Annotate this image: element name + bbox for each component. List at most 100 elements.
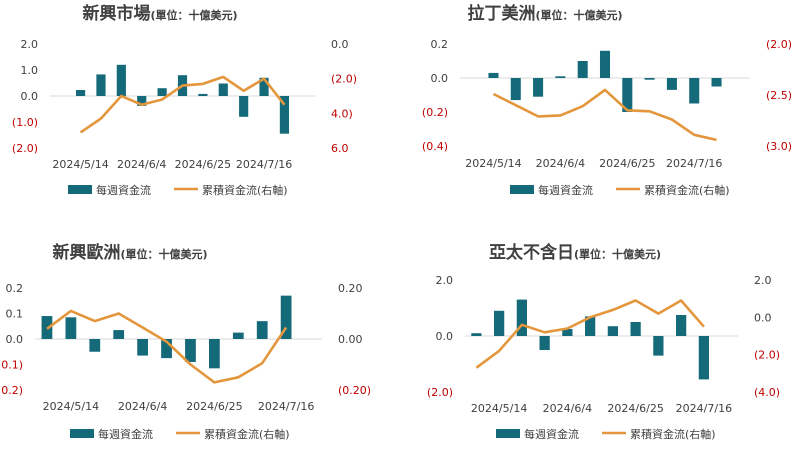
x-axis-tick-label: 2024/6/25 xyxy=(607,402,663,415)
legend-line-label: 累積資金流(右軸) xyxy=(630,427,716,441)
weekly-flow-bar xyxy=(96,74,106,96)
weekly-flow-bar xyxy=(666,78,677,90)
x-axis-tick-label: 2024/7/16 xyxy=(236,158,292,171)
chart-title-main: 拉丁美洲 xyxy=(467,3,535,24)
legend-bar-swatch xyxy=(70,429,94,438)
x-axis-tick-label: 2024/5/14 xyxy=(465,157,521,170)
weekly-flow-bar xyxy=(157,88,167,96)
x-axis-tick-label: 2024/5/14 xyxy=(43,400,99,413)
weekly-flow-bar xyxy=(75,90,86,96)
right-axis-tick-label: (2.0) xyxy=(331,73,357,86)
chart-legend: 每週資金流 累積資金流(右軸) xyxy=(68,183,288,197)
weekly-flow-bar xyxy=(711,78,722,87)
left-axis-tick-label: 0.1 xyxy=(6,308,24,321)
right-axis-tick-label: (4.0) xyxy=(754,386,780,399)
chart-emerging: 新興市場(單位：十億美元) (2.0) (1.0) 0.0 1.0 2.0 6.0 4.0) (… xyxy=(12,3,357,197)
left-axis-tick-label: (0.2) xyxy=(0,384,23,397)
weekly-flow-bar xyxy=(577,61,588,78)
weekly-flow-bar xyxy=(599,50,611,78)
x-axis-tick-label: 2024/6/4 xyxy=(543,402,592,415)
cumulative-flow-line xyxy=(492,88,717,142)
left-axis-tick-label: 0.0 xyxy=(436,330,454,343)
x-axis-tick-label: 2024/6/4 xyxy=(118,400,167,413)
legend-bar-label: 每週資金流 xyxy=(538,183,593,197)
weekly-flow-bar xyxy=(653,336,664,356)
chart-title: 亞太不含日(單位：十億美元) xyxy=(489,242,661,263)
weekly-flow-bar xyxy=(516,299,527,336)
weekly-flow-bar xyxy=(113,330,125,339)
chart-legend: 每週資金流 累積資金流(右軸) xyxy=(496,427,716,441)
right-axis-tick-label: 4.0) xyxy=(331,107,353,120)
weekly-flow-bar xyxy=(562,329,573,336)
legend-bar-label: 每週資金流 xyxy=(98,427,153,441)
right-axis-tick-label: 6.0 xyxy=(331,142,349,155)
right-axis-tick-label: 0.20 xyxy=(338,282,363,295)
left-axis-tick-label: 0.0 xyxy=(6,333,24,346)
weekly-flow-bar xyxy=(256,321,268,339)
weekly-flow-bar xyxy=(689,78,700,104)
cumulative-flow-line xyxy=(475,299,705,369)
chart-title-unit: (單位：十億美元) xyxy=(574,247,661,261)
weekly-flow-bar xyxy=(488,72,499,78)
weekly-flow-bar xyxy=(161,339,172,359)
weekly-flow-bar xyxy=(198,93,208,96)
left-axis-tick-label: (1.0) xyxy=(12,116,38,129)
chart-legend: 每週資金流 累積資金流(右軸) xyxy=(510,183,730,197)
left-axis-tick-label: 0.2 xyxy=(431,38,449,51)
chart-title: 新興歐洲(單位：十億美元) xyxy=(52,242,207,263)
weekly-flow-bar xyxy=(232,332,244,339)
weekly-flow-bar xyxy=(137,339,149,356)
legend-bar-swatch xyxy=(496,429,520,438)
legend-line-label: 累積資金流(右軸) xyxy=(202,183,288,197)
weekly-flow-bar xyxy=(555,76,566,78)
left-axis-tick-label: (0.2) xyxy=(422,106,448,119)
weekly-flow-bar xyxy=(137,96,147,106)
chart-latam: 拉丁美洲(單位：十億美元) (0.4) (0.2) 0.0 0.2 (3.0) (2.5) (… xyxy=(422,3,792,197)
weekly-flow-bar xyxy=(239,96,249,117)
weekly-flow-bar xyxy=(280,295,292,339)
left-axis-tick-label: 2.0 xyxy=(21,38,39,51)
x-axis-tick-label: 2024/6/25 xyxy=(175,158,231,171)
right-axis-tick-label: (0.20) xyxy=(338,384,371,397)
chart-title-main: 新興歐洲 xyxy=(52,242,120,263)
right-axis-tick-label: 0.0 xyxy=(331,38,349,51)
weekly-flow-bar xyxy=(539,336,550,350)
chart-legend: 每週資金流 累積資金流(右軸) xyxy=(70,427,290,441)
x-axis-tick-label: 2024/6/4 xyxy=(536,157,585,170)
weekly-flow-bar xyxy=(585,316,596,336)
chart-title-unit: (單位：十億美元) xyxy=(120,247,207,261)
weekly-flow-bar xyxy=(65,317,77,339)
cumulative-flow-line xyxy=(79,75,286,134)
right-axis-tick-label: 0.00 xyxy=(338,333,363,346)
right-axis-tick-label: 0.0 xyxy=(754,311,772,324)
right-axis-tick-label: (2.5) xyxy=(766,89,792,102)
x-axis-tick-label: 2024/6/25 xyxy=(599,157,655,170)
x-axis-tick-label: 2024/5/14 xyxy=(471,402,527,415)
legend-bar-label: 每週資金流 xyxy=(524,427,579,441)
x-axis-tick-label: 2024/6/25 xyxy=(186,400,242,413)
weekly-flow-bar xyxy=(698,336,709,380)
chart-title: 拉丁美洲(單位：十億美元) xyxy=(467,3,622,24)
left-axis-tick-label: (2.0) xyxy=(12,142,38,155)
left-axis-tick-label: 0.2 xyxy=(6,282,24,295)
left-axis-tick-label: 1.0 xyxy=(21,64,39,77)
weekly-flow-bar xyxy=(607,326,618,336)
weekly-flow-bar xyxy=(89,339,101,352)
weekly-flow-bar xyxy=(259,77,269,96)
left-axis-tick-label: (0.4) xyxy=(422,140,448,153)
chart-title-main: 亞太不含日 xyxy=(489,242,574,263)
left-axis-tick-label: 0.0 xyxy=(21,90,39,103)
chart-title: 新興市場(單位：十億美元) xyxy=(82,3,237,24)
legend-bar-label: 每週資金流 xyxy=(96,183,151,197)
left-axis-tick-label: 0.0 xyxy=(431,72,449,85)
x-axis-tick-label: 2024/7/16 xyxy=(666,157,722,170)
x-axis-tick-label: 2024/6/4 xyxy=(117,158,166,171)
left-axis-tick-label: (0.1) xyxy=(0,359,23,372)
left-axis-tick-label: 2.0 xyxy=(436,274,454,287)
weekly-flow-bar xyxy=(622,78,633,112)
legend-line-label: 累積資金流(右軸) xyxy=(204,427,290,441)
weekly-flow-bar xyxy=(116,64,126,96)
weekly-flow-bar xyxy=(533,78,544,97)
weekly-flow-bar xyxy=(676,315,687,336)
